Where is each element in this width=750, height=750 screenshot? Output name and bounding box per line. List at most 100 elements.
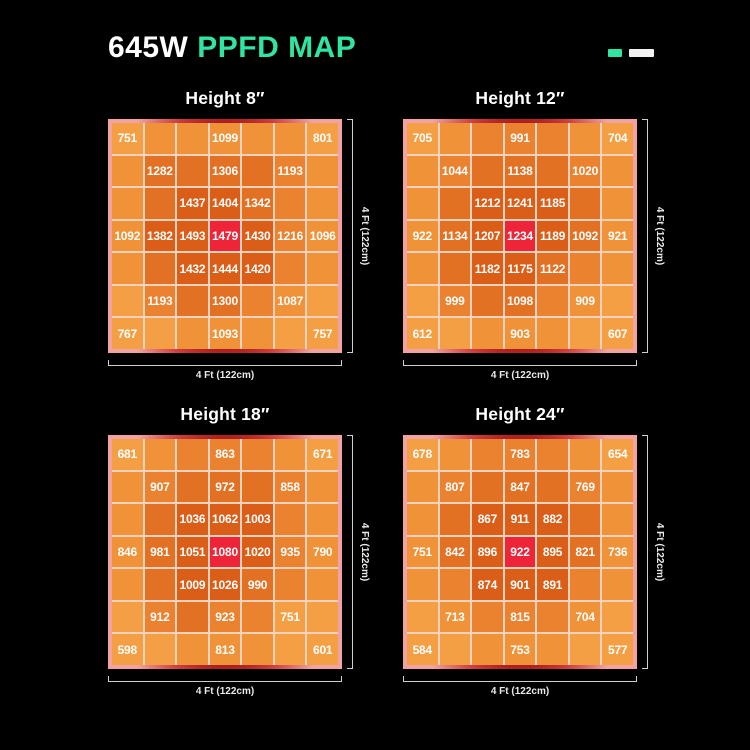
page-title-wattage: 645W	[108, 31, 189, 64]
heatmap-cell: 895	[537, 536, 568, 568]
heatmap-cell	[439, 569, 471, 600]
heatmap-cells: 751 1099 801 1282 1306 1193 1437 1404 1342 1092 13…	[112, 123, 338, 349]
heatmap-cell	[439, 634, 471, 665]
heatmap-cell	[144, 504, 176, 535]
heatmap-cell: 1241	[504, 188, 536, 219]
heatmap-cell: 1122	[537, 253, 568, 284]
ppfd-panel: Height 12″ 705 991 704 1044 1138 1020 1212 1241 1…	[403, 88, 665, 381]
heatmap-cell: 990	[242, 569, 273, 600]
heatmap-cell: 863	[209, 439, 241, 470]
y-dimension-bracket	[347, 435, 353, 669]
y-axis-label: 4 Ft (122cm)	[359, 206, 370, 266]
heatmap-cell: 903	[504, 318, 536, 349]
heatmap-cell	[602, 253, 633, 284]
green-dash-icon	[608, 49, 622, 57]
y-dimension-bracket	[347, 119, 353, 353]
heatmap-cell	[177, 439, 208, 470]
heatmap-cell	[242, 471, 273, 503]
heatmap-cell: 1009	[177, 569, 208, 600]
heatmap-cell	[472, 318, 503, 349]
x-dimension-bracket	[403, 360, 637, 366]
heatmap-cell: 999	[439, 285, 471, 317]
heatmap-cell: 1282	[144, 155, 176, 187]
heatmap-cell	[274, 123, 306, 154]
heatmap-cell: 1234	[504, 220, 536, 252]
heatmap-cell: 705	[407, 123, 438, 154]
heatmap-cell	[439, 123, 471, 154]
heatmap-cell	[602, 471, 633, 503]
heatmap-cell	[274, 188, 306, 219]
heatmap-cell	[602, 601, 633, 633]
heatmap-cell	[242, 155, 273, 187]
heatmap-cell	[307, 155, 338, 187]
heatmap-cell: 1306	[209, 155, 241, 187]
brand-dashes	[608, 49, 654, 57]
heatmap-cell	[439, 318, 471, 349]
heatmap-cell: 736	[602, 536, 633, 568]
heatmap-cell	[274, 569, 306, 600]
heatmap-cell: 757	[307, 318, 338, 349]
heatmap-cell: 981	[144, 536, 176, 568]
heatmap-cell	[407, 253, 438, 284]
heatmap-cell: 1300	[209, 285, 241, 317]
heatmap-cell	[407, 601, 438, 633]
heatmap-cell: 1430	[242, 220, 273, 252]
heatmap-frame: 681 863 671 907 972 858 1036 1062 1003 846 981 1051…	[108, 435, 342, 669]
heatmap-cell: 713	[439, 601, 471, 633]
heatmap-cell	[307, 569, 338, 600]
heatmap-cell	[407, 285, 438, 317]
heatmap-cell: 858	[274, 471, 306, 503]
heatmap-cell	[569, 439, 601, 470]
heatmap: 705 991 704 1044 1138 1020 1212 1241 1185 922 1134…	[403, 119, 665, 353]
heatmap-cell	[242, 439, 273, 470]
x-axis-label: 4 Ft (122cm)	[490, 370, 550, 381]
heatmap-cell	[569, 123, 601, 154]
ppfd-panel: Height 24″ 678 783 654 807 847 769 867 911 882 751…	[403, 404, 665, 697]
page-title-ppfd-map: PPFD MAP	[197, 31, 357, 64]
heatmap-cell: 1096	[307, 220, 338, 252]
heatmap-cell: 783	[504, 439, 536, 470]
heatmap-cell: 1175	[504, 253, 536, 284]
heatmap-cell: 1404	[209, 188, 241, 219]
heatmap-cell	[177, 601, 208, 633]
heatmap-cell	[537, 439, 568, 470]
heatmap-cell: 1479	[209, 220, 241, 252]
heatmap-quadrants: Height 8″ 751 1099 801 1282 1306 1193 1437 1404 1…	[108, 88, 665, 697]
heatmap-cell	[274, 439, 306, 470]
heatmap-cell: 815	[504, 601, 536, 633]
heatmap-cell	[144, 439, 176, 470]
heatmap-cell: 1098	[504, 285, 536, 317]
x-dimension-bracket	[403, 676, 637, 682]
heatmap-cell	[407, 471, 438, 503]
heatmap-cell	[602, 569, 633, 600]
heatmap-cell: 1099	[209, 123, 241, 154]
heatmap-cell: 584	[407, 634, 438, 665]
heatmap-cell	[569, 569, 601, 600]
heatmap-cell	[472, 601, 503, 633]
heatmap-cell	[407, 155, 438, 187]
header: 645W PPFD MAP	[108, 33, 654, 63]
heatmap-cell	[537, 285, 568, 317]
heatmap-cell: 911	[504, 504, 536, 535]
heatmap-cell	[602, 188, 633, 219]
heatmap-cell	[569, 634, 601, 665]
heatmap-cell	[602, 285, 633, 317]
heatmap-cell	[307, 504, 338, 535]
heatmap-cell: 1003	[242, 504, 273, 535]
heatmap-cell	[307, 253, 338, 284]
heatmap-cell: 1092	[112, 220, 143, 252]
heatmap-cell	[439, 253, 471, 284]
heatmap-cell	[144, 123, 176, 154]
heatmap-cell: 704	[569, 601, 601, 633]
heatmap-cell	[177, 155, 208, 187]
heatmap-cell	[602, 155, 633, 187]
heatmap: 751 1099 801 1282 1306 1193 1437 1404 1342 1092 13…	[108, 119, 370, 353]
x-dimension-bracket	[108, 360, 342, 366]
heatmap-cell	[177, 318, 208, 349]
heatmap-cell: 1138	[504, 155, 536, 187]
heatmap-cell: 909	[569, 285, 601, 317]
heatmap-cell: 1020	[242, 536, 273, 568]
heatmap-cell: 671	[307, 439, 338, 470]
page-title: 645W PPFD MAP	[108, 33, 356, 63]
